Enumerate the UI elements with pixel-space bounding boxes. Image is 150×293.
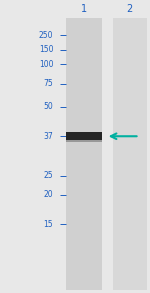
Text: 250: 250 (39, 31, 53, 40)
Text: 25: 25 (44, 171, 53, 180)
Bar (66, 18, 102, 290)
Text: 1: 1 (81, 4, 87, 14)
Bar (112, 18, 147, 290)
Bar (66, 132, 102, 140)
Bar (66, 140, 102, 142)
Text: 150: 150 (39, 45, 53, 54)
Text: 50: 50 (44, 103, 53, 111)
Text: 20: 20 (44, 190, 53, 199)
Text: 37: 37 (44, 132, 53, 141)
Text: 15: 15 (44, 220, 53, 229)
Text: 2: 2 (127, 4, 133, 14)
Text: 75: 75 (44, 79, 53, 88)
Text: 100: 100 (39, 60, 53, 69)
